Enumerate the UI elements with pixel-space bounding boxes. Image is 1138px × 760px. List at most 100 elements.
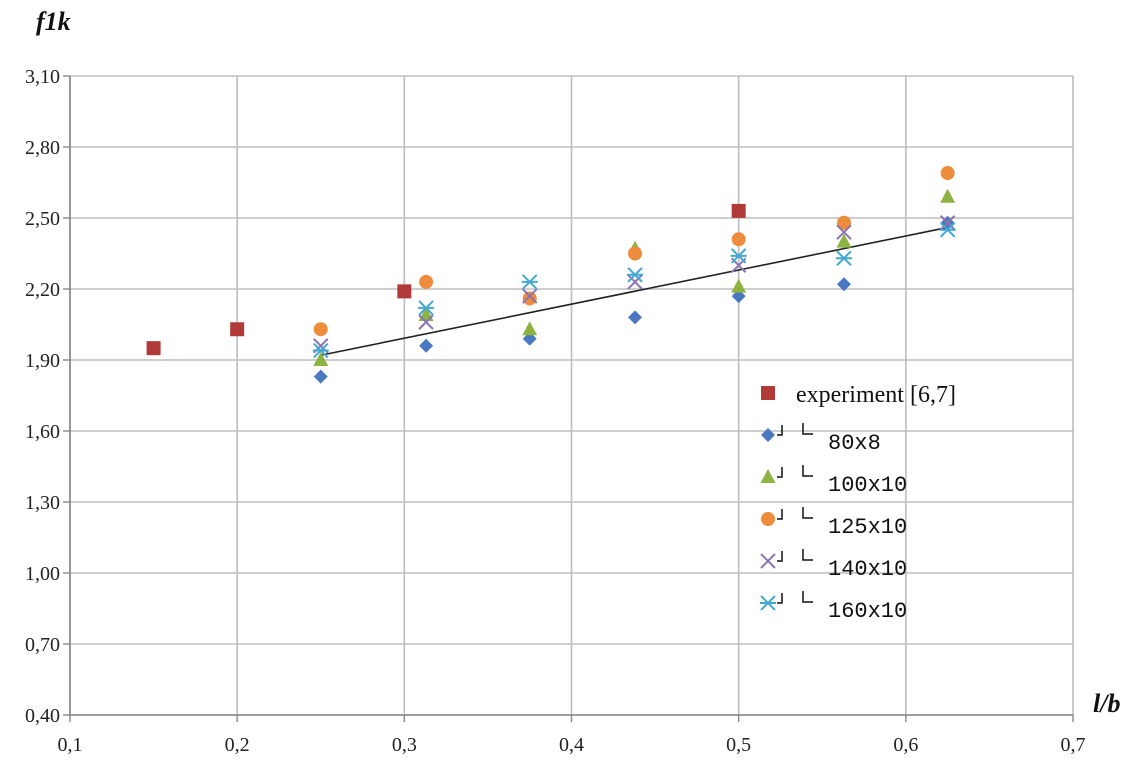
marker-shape	[731, 203, 746, 218]
data-point	[628, 246, 643, 261]
data-point	[628, 310, 643, 325]
data-point	[312, 342, 329, 359]
marker-shape	[418, 314, 434, 330]
angle-section-icon	[777, 509, 783, 520]
marker-shape	[760, 553, 776, 569]
y-tick-label: 2,50	[25, 208, 60, 230]
marker-shape	[397, 284, 412, 299]
marker-shape	[836, 224, 852, 240]
angle-section-icon	[777, 593, 783, 604]
marker-shape	[627, 274, 643, 290]
data-point	[418, 314, 434, 330]
marker-shape	[522, 291, 537, 306]
angle-section-icon	[802, 591, 813, 603]
data-point	[522, 321, 538, 336]
y-tick-label: 0,40	[25, 705, 60, 727]
trendline	[320, 226, 948, 357]
marker-shape	[760, 595, 776, 611]
data-point	[835, 250, 852, 266]
data-point	[836, 215, 851, 230]
marker-shape	[730, 248, 747, 264]
marker-shape	[760, 469, 776, 483]
data-point	[313, 352, 329, 366]
data-point	[836, 224, 852, 240]
data-point	[627, 267, 644, 283]
marker-shape	[313, 322, 328, 337]
marker-shape	[313, 369, 328, 384]
x-tick-label: 0,6	[893, 734, 918, 756]
data-point	[419, 274, 434, 289]
legend-marker	[761, 386, 775, 400]
marker-shape	[312, 342, 329, 359]
x-axis-title: l/b	[1093, 689, 1120, 718]
x-tick-label: 0,2	[225, 734, 250, 756]
marker-shape	[836, 233, 852, 248]
axes: 0,40 0,70 1,00 1,30 1,60 1,90 2,20 2,50 2,80 3,10…	[25, 66, 1086, 756]
marker-shape	[836, 215, 851, 230]
legend-marker	[760, 553, 776, 569]
data-point	[836, 233, 852, 248]
marker-shape	[230, 322, 245, 337]
y-tick-label: 1,30	[25, 492, 60, 514]
data-point	[419, 338, 434, 353]
x-tick-label: 0,3	[392, 734, 417, 756]
marker-shape	[761, 428, 775, 442]
angle-section-icon	[802, 549, 813, 561]
marker-shape	[836, 277, 851, 292]
legend-label: experiment [6,7]	[796, 382, 956, 408]
legend-marker	[761, 512, 775, 526]
data-point	[939, 215, 956, 231]
y-axis-title: f1k	[36, 7, 71, 36]
marker-shape	[940, 188, 956, 203]
angle-section-icon	[777, 425, 783, 436]
data-point	[940, 166, 955, 181]
legend-label: 160x10	[828, 599, 907, 624]
marker-shape	[146, 341, 161, 356]
legend-label: 140x10	[828, 557, 907, 582]
data-point	[939, 222, 956, 238]
x-tick-label: 0,7	[1061, 734, 1086, 756]
legend: experiment [6,7] 80x8 100x10 125x10 140x10 16…	[760, 382, 956, 624]
data-point	[418, 300, 435, 316]
x-tick-label: 0,1	[58, 734, 83, 756]
data-point	[940, 188, 956, 203]
marker-shape	[835, 250, 852, 266]
y-tick-label: 2,80	[25, 137, 60, 159]
marker-shape	[939, 215, 956, 231]
data-point	[313, 369, 328, 384]
data-point	[627, 274, 643, 290]
x-tick-label: 0,4	[559, 734, 584, 756]
x-tick-label: 0,5	[726, 734, 751, 756]
legend-marker	[760, 469, 776, 483]
marker-shape	[522, 321, 538, 336]
data-point	[230, 322, 245, 337]
marker-shape	[939, 222, 956, 238]
data-point	[521, 274, 538, 290]
angle-section-icon	[802, 423, 813, 435]
data-point	[522, 291, 537, 306]
data-point	[731, 203, 746, 218]
marker-shape	[731, 232, 746, 247]
marker-shape	[731, 278, 747, 293]
data-point	[731, 278, 747, 293]
data-point	[522, 288, 538, 304]
marker-shape	[628, 246, 643, 261]
marker-shape	[761, 386, 775, 400]
y-tick-label: 1,60	[25, 421, 60, 443]
data-points	[146, 166, 956, 384]
data-point	[730, 248, 747, 264]
marker-shape	[940, 166, 955, 181]
angle-section-icon	[777, 551, 783, 562]
angle-section-icon	[802, 465, 813, 477]
angle-section-icon	[777, 467, 783, 478]
angle-section-icon	[802, 507, 813, 519]
y-tick-label: 1,90	[25, 350, 60, 372]
marker-shape	[419, 338, 434, 353]
legend-label: 100x10	[828, 473, 907, 498]
data-point	[146, 341, 161, 356]
legend-marker	[760, 595, 776, 611]
y-tick-label: 0,70	[25, 634, 60, 656]
marker-shape	[627, 267, 644, 283]
marker-shape	[521, 274, 538, 290]
